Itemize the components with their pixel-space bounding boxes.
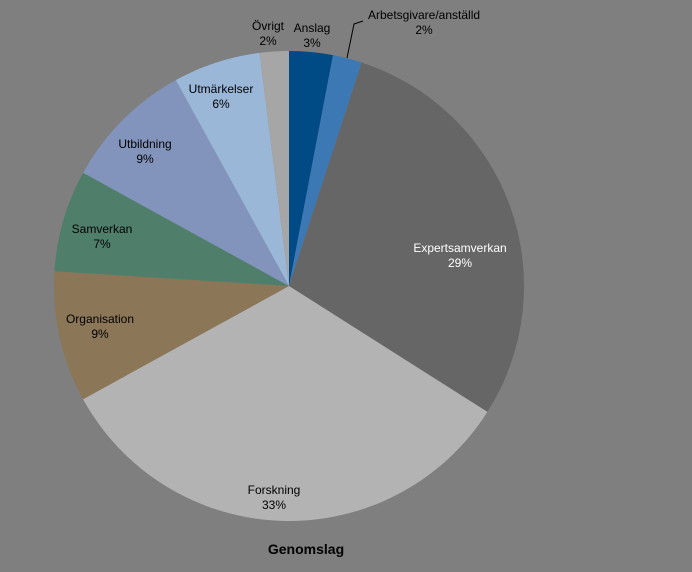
slice-value-label: 33% <box>262 498 286 512</box>
slice-category-label: Expertsamverkan <box>413 241 506 255</box>
pie-slice-utmarkelser <box>175 52 289 286</box>
pie-slice-utbildning <box>83 80 289 286</box>
slice-category-label: Samverkan <box>72 222 133 236</box>
slice-category-label: Utbildning <box>118 137 171 151</box>
slice-value-label: 9% <box>136 152 154 166</box>
slice-category-label: Arbetsgivare/anställd <box>368 8 480 22</box>
slice-value-label: 2% <box>259 34 277 48</box>
slice-labels: Anslag3%Arbetsgivare/anställd2%Expertsam… <box>66 8 507 512</box>
pie-slice-ovrigt <box>259 50 289 286</box>
slice-category-label: Anslag <box>294 21 331 35</box>
slice-category-label: Organisation <box>66 312 134 326</box>
slice-category-label: Forskning <box>248 483 301 497</box>
slice-category-label: Övrigt <box>252 19 285 33</box>
pie-slices <box>53 50 525 522</box>
slice-value-label: 2% <box>415 23 433 37</box>
pie-slice-anslag <box>289 51 334 286</box>
leader-lines <box>346 20 364 59</box>
leader-line-arbetsgivare-anstalld <box>346 20 364 59</box>
chart-title: Genomslag <box>268 541 344 557</box>
pie-slice-samverkan <box>54 172 290 286</box>
pie-slice-arbetsgivare-anstalld <box>289 55 362 286</box>
slice-value-label: 29% <box>448 256 472 270</box>
slice-category-label: Utmärkelser <box>189 82 254 96</box>
slice-value-label: 7% <box>93 237 111 251</box>
slice-value-label: 3% <box>303 36 321 50</box>
pie-slice-organisation <box>53 271 289 400</box>
pie-slice-forskning <box>83 286 488 522</box>
pie-slice-expertsamverkan <box>289 62 525 412</box>
slice-value-label: 6% <box>212 97 230 111</box>
slice-value-label: 9% <box>91 327 109 341</box>
